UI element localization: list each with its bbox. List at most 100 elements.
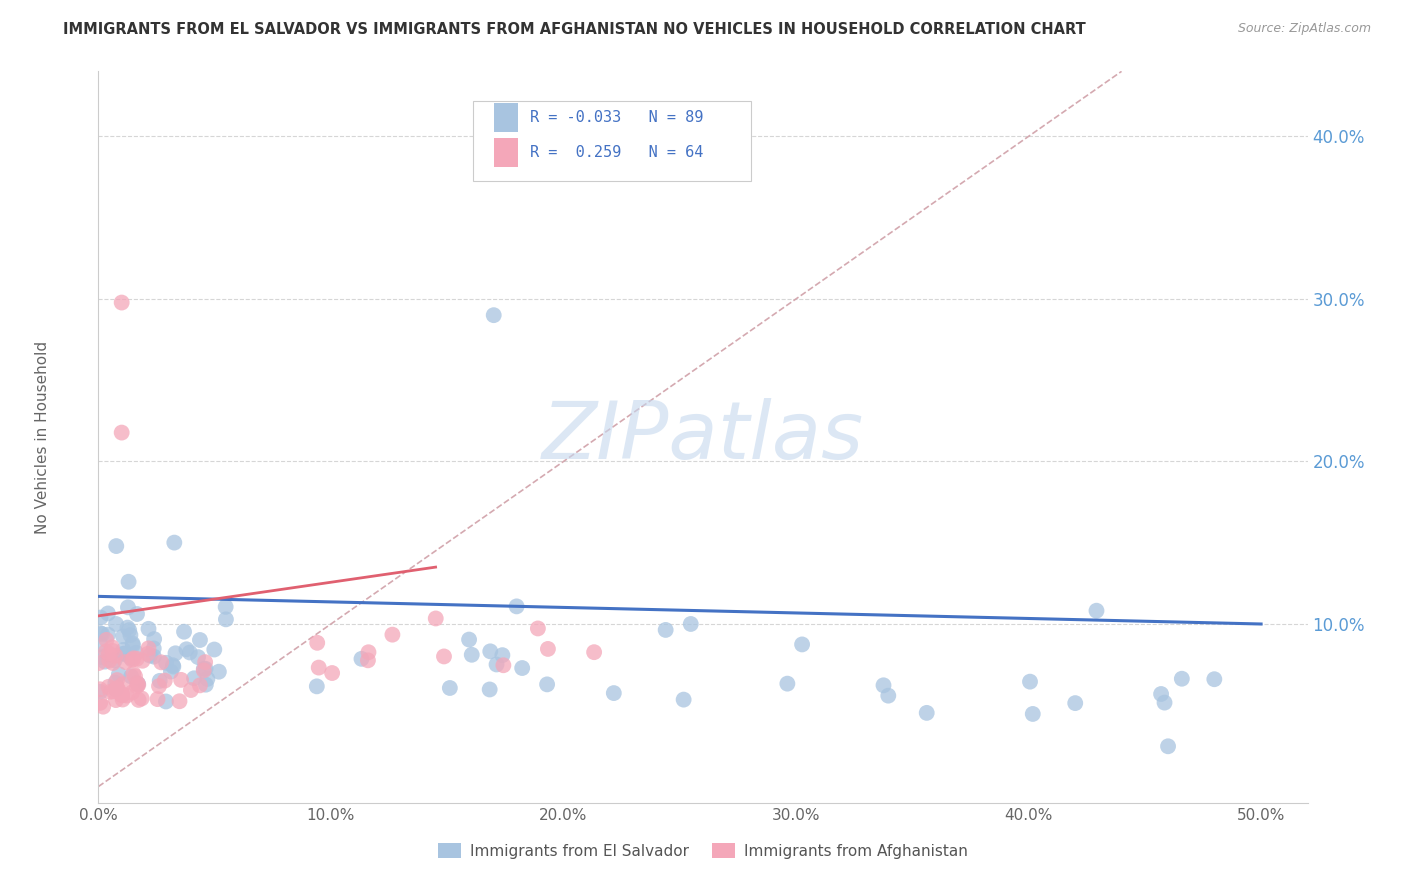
- Point: [118, 623, 141, 637]
- Point: [98, 685, 121, 699]
- Point: [208, 665, 231, 679]
- Point: [425, 611, 447, 625]
- Point: [103, 684, 125, 698]
- Point: [357, 645, 380, 659]
- Point: [307, 636, 329, 650]
- Point: [97, 647, 120, 661]
- Point: [492, 658, 515, 673]
- Point: [122, 638, 145, 652]
- Point: [155, 694, 177, 708]
- Point: [131, 691, 153, 706]
- Point: [193, 662, 215, 676]
- Point: [89, 682, 111, 697]
- Point: [148, 679, 170, 693]
- Point: [104, 693, 127, 707]
- Point: [89, 696, 111, 710]
- Point: [305, 679, 328, 693]
- Point: [105, 682, 128, 697]
- Point: [142, 649, 165, 664]
- Point: [111, 295, 134, 310]
- Point: [94, 655, 117, 669]
- Point: [537, 641, 560, 656]
- Point: [197, 672, 219, 686]
- Point: [111, 688, 134, 702]
- Point: [381, 627, 404, 641]
- Point: [91, 699, 114, 714]
- Point: [105, 673, 128, 687]
- Text: IMMIGRANTS FROM EL SALVADOR VS IMMIGRANTS FROM AFGHANISTAN NO VEHICLES IN HOUSEH: IMMIGRANTS FROM EL SALVADOR VS IMMIGRANT…: [63, 22, 1085, 37]
- Point: [105, 617, 128, 632]
- Point: [120, 628, 142, 642]
- Point: [117, 621, 139, 635]
- Point: [97, 627, 120, 641]
- Point: [97, 680, 120, 694]
- Point: [121, 653, 143, 667]
- Point: [104, 653, 127, 667]
- Point: [101, 656, 124, 670]
- Point: [1171, 672, 1194, 686]
- Point: [527, 622, 550, 636]
- FancyBboxPatch shape: [494, 138, 517, 167]
- Point: [87, 656, 110, 670]
- Point: [1157, 739, 1180, 754]
- Point: [120, 651, 142, 665]
- Point: [1085, 604, 1108, 618]
- Point: [672, 692, 695, 706]
- Point: [89, 685, 111, 699]
- Point: [491, 648, 513, 662]
- Point: [125, 651, 148, 665]
- Point: [125, 679, 148, 693]
- Point: [142, 641, 165, 656]
- Point: [679, 617, 702, 632]
- Point: [89, 637, 111, 651]
- Point: [439, 681, 461, 695]
- Point: [790, 637, 813, 651]
- Point: [162, 659, 184, 673]
- Point: [583, 645, 606, 659]
- Point: [776, 676, 799, 690]
- Point: [150, 656, 173, 670]
- Point: [202, 642, 225, 657]
- Point: [149, 673, 172, 688]
- Point: [111, 692, 134, 706]
- Point: [105, 681, 128, 695]
- Text: R =  0.259   N = 64: R = 0.259 N = 64: [530, 145, 703, 160]
- Point: [165, 646, 187, 660]
- Point: [127, 677, 149, 691]
- Point: [121, 636, 143, 650]
- Point: [510, 661, 533, 675]
- Point: [115, 689, 138, 703]
- Point: [143, 632, 166, 646]
- Point: [146, 692, 169, 706]
- Y-axis label: No Vehicles in Household: No Vehicles in Household: [35, 341, 49, 533]
- Point: [97, 607, 120, 621]
- Point: [654, 623, 676, 637]
- Point: [131, 654, 153, 668]
- Point: [176, 642, 198, 657]
- Point: [122, 651, 145, 665]
- FancyBboxPatch shape: [474, 101, 751, 181]
- Point: [105, 681, 128, 696]
- Point: [872, 678, 894, 692]
- Point: [162, 658, 184, 673]
- Point: [136, 647, 159, 661]
- Point: [193, 664, 215, 678]
- Point: [98, 654, 121, 668]
- Point: [170, 673, 193, 687]
- Point: [505, 599, 527, 614]
- Point: [125, 607, 148, 621]
- Point: [482, 308, 505, 322]
- Point: [215, 612, 238, 626]
- Point: [111, 425, 134, 440]
- Point: [350, 652, 373, 666]
- Point: [485, 657, 508, 672]
- Point: [179, 645, 201, 659]
- Point: [112, 629, 135, 643]
- Point: [915, 706, 938, 720]
- Point: [112, 677, 135, 691]
- Point: [478, 682, 501, 697]
- Point: [112, 643, 135, 657]
- Text: ZIPatlas: ZIPatlas: [541, 398, 865, 476]
- Point: [194, 655, 217, 669]
- Legend: Immigrants from El Salvador, Immigrants from Afghanistan: Immigrants from El Salvador, Immigrants …: [432, 837, 974, 864]
